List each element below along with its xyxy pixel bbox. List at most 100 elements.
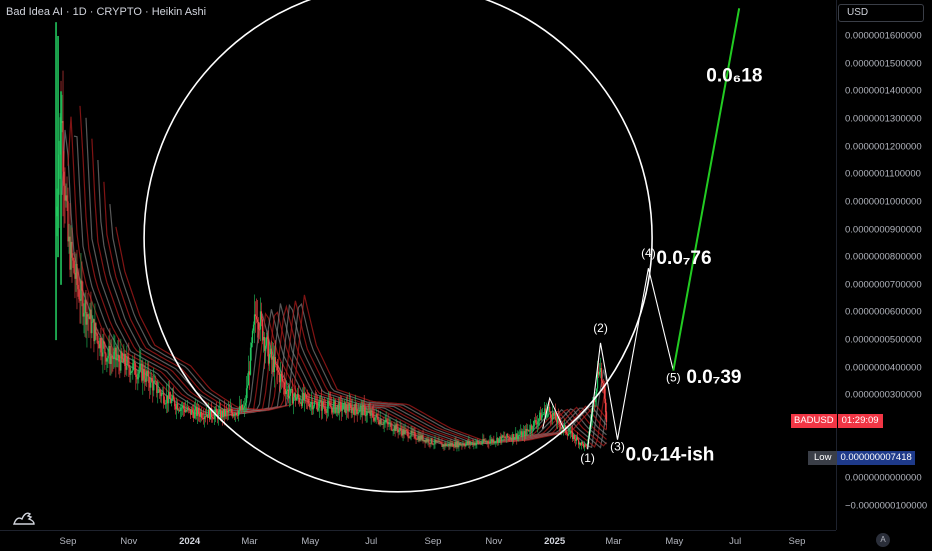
candle-body (104, 343, 106, 354)
candle-body (232, 414, 235, 417)
candle-body (85, 299, 87, 325)
candle-body (555, 412, 557, 420)
candle-body (441, 443, 443, 447)
time-tick-label: 2025 (544, 536, 566, 547)
candle-body (539, 412, 541, 419)
candle-body (531, 425, 533, 430)
candle-body (134, 360, 136, 375)
candle-body (113, 351, 115, 360)
candle-body (245, 388, 248, 403)
candle-body (495, 441, 497, 443)
candle-body (68, 236, 70, 242)
candle-body (477, 440, 479, 442)
candle-body (542, 414, 544, 416)
wave-label: (5) (666, 371, 681, 385)
candle-body (464, 445, 466, 447)
candle-body (488, 442, 490, 444)
candle-body (82, 290, 84, 317)
candle-body (180, 407, 182, 411)
candle-body (485, 441, 487, 443)
candle-body (501, 435, 503, 442)
candle-body (78, 289, 80, 300)
price-axis[interactable]: 0.0000001600000 0.0000001500000 0.00000014… (836, 0, 932, 530)
candle-body (259, 311, 262, 330)
candle-body (323, 406, 325, 408)
low-label: Low (808, 451, 838, 465)
small-zigzag-line (542, 396, 565, 429)
candle-body (84, 299, 86, 314)
last-price-badge: BADUSD 01:29:09 (791, 414, 883, 428)
candle-body (418, 436, 420, 441)
candle-body (111, 356, 113, 358)
price-chart[interactable]: (1) (2) (3) (4) (5) 0.0₆18 0.0₇76 0.0₇39 0.0₇14-… (0, 0, 836, 530)
candle-body (338, 401, 340, 414)
candle-body (177, 403, 179, 411)
candle-body (502, 435, 504, 438)
candle-body (359, 407, 361, 412)
candle-body (308, 403, 310, 408)
candle-body (71, 241, 73, 258)
price-tick-label: 0.0000001100000 (845, 168, 921, 180)
candle-body (350, 405, 352, 413)
time-tick-label: Jul (365, 536, 378, 547)
candle-body (181, 407, 183, 409)
candle-body (480, 442, 482, 444)
highlight-circle (143, 0, 653, 493)
candle-body (307, 398, 309, 404)
time-axis[interactable]: Sep Nov 2024 Mar May Jul Sep Nov 2025 Mar May Jul Se… (0, 530, 836, 551)
candle-body (276, 364, 279, 371)
time-tick-label: Mar (241, 536, 258, 547)
candle-body (330, 406, 332, 408)
candle-body (449, 443, 451, 447)
candle-body (157, 392, 159, 394)
candle-body (123, 353, 125, 363)
candle-body (182, 405, 184, 408)
candle-body (154, 380, 156, 382)
price-tick-label: 0.0000001200000 (845, 141, 922, 153)
candle-body (200, 411, 202, 417)
ma-ribbon-line (79, 105, 607, 447)
candle-body (244, 402, 247, 406)
candle-body (132, 363, 134, 371)
price-tick-label: −0.0000000100000 (845, 500, 928, 512)
candle-body (498, 438, 500, 443)
candle-body (474, 442, 476, 446)
candle-body (159, 389, 161, 393)
candle-body (452, 443, 454, 447)
candle-body (550, 411, 552, 418)
candle-body (434, 439, 436, 444)
candle-body (72, 257, 74, 261)
time-tick-label: Sep (788, 536, 806, 547)
auto-scale-button[interactable]: A (876, 533, 890, 547)
candle-body (543, 413, 545, 415)
candle-body (103, 340, 105, 344)
candle-body (574, 435, 576, 440)
candle-body (66, 195, 68, 202)
candle-body (348, 403, 350, 412)
candle-body (361, 405, 363, 416)
candle-body (462, 444, 464, 446)
candle-body (160, 392, 162, 397)
candle-body (524, 431, 526, 437)
candle-body (387, 421, 389, 425)
tradingview-logo-icon[interactable] (12, 510, 36, 526)
candle-body (444, 443, 446, 447)
candle-body (504, 436, 506, 438)
candle-body (431, 438, 433, 444)
candle-body (339, 401, 341, 403)
candle-body (506, 433, 508, 439)
candle-body (163, 393, 165, 404)
candle-body (137, 373, 139, 380)
candle-body (97, 335, 99, 345)
time-tick-label: May (301, 536, 320, 547)
candle-body (377, 417, 379, 423)
candle-body (458, 443, 460, 448)
candle-body (178, 409, 180, 411)
candle-body (188, 407, 190, 409)
candle-body (238, 406, 241, 411)
currency-selector[interactable]: USD (838, 4, 924, 22)
candle-body (101, 352, 103, 357)
candle-body (261, 319, 264, 341)
symbol-title[interactable]: Bad Idea AI · 1D · CRYPTO · Heikin Ashi (6, 6, 207, 18)
